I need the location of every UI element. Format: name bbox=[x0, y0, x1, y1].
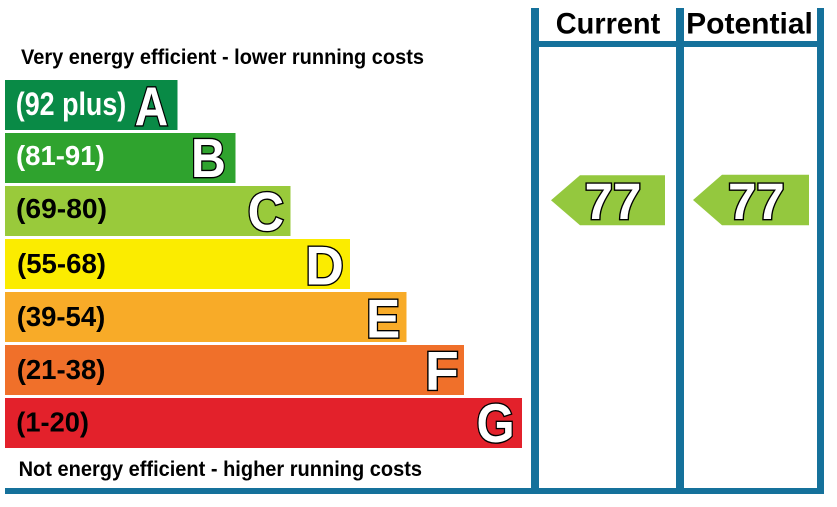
svg-text:(69-80): (69-80) bbox=[16, 193, 107, 224]
svg-text:(81-91): (81-91) bbox=[16, 140, 105, 171]
svg-text:(92 plus): (92 plus) bbox=[16, 86, 126, 122]
svg-text:(21-38): (21-38) bbox=[17, 354, 106, 385]
svg-text:F: F bbox=[425, 340, 459, 402]
svg-text:Not energy efficient - higher: Not energy efficient - higher running co… bbox=[19, 457, 422, 481]
svg-text:D: D bbox=[305, 236, 344, 297]
svg-text:77: 77 bbox=[585, 173, 642, 230]
svg-text:G: G bbox=[476, 393, 514, 454]
svg-text:Current: Current bbox=[556, 8, 661, 41]
svg-text:C: C bbox=[248, 181, 284, 243]
svg-text:(39-54): (39-54) bbox=[17, 301, 106, 332]
svg-text:Potential: Potential bbox=[686, 8, 813, 41]
svg-text:77: 77 bbox=[728, 173, 785, 230]
svg-text:Very energy efficient - lower: Very energy efficient - lower running co… bbox=[21, 45, 424, 69]
svg-text:B: B bbox=[191, 127, 226, 189]
svg-text:(1-20): (1-20) bbox=[16, 407, 89, 438]
svg-text:(55-68): (55-68) bbox=[17, 248, 106, 279]
svg-text:E: E bbox=[366, 289, 400, 350]
svg-text:A: A bbox=[135, 75, 168, 137]
